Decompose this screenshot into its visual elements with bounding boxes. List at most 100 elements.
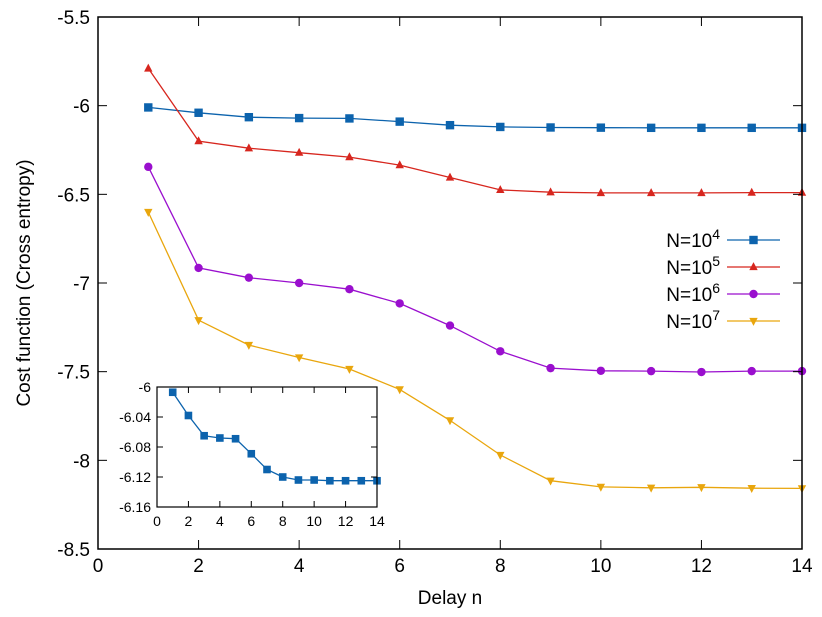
legend-label-2: N=105 — [666, 253, 720, 279]
inset-plot-series — [168, 388, 381, 485]
main-series-3-point — [697, 367, 706, 377]
main-series-4-point — [345, 365, 354, 374]
main-series-1-point — [697, 123, 706, 133]
main-y-tick-label: -8.5 — [57, 540, 90, 561]
main-series-1-point — [194, 108, 203, 117]
main-y-tick-label: -6 — [73, 97, 90, 118]
main-series-2-point — [646, 188, 656, 197]
main-series-3-point — [646, 366, 656, 376]
main-y-tick-label: -6.5 — [57, 185, 90, 206]
main-series-4-point — [546, 477, 555, 486]
main-series-4-line — [147, 211, 803, 490]
inset-series-1-point — [294, 476, 303, 484]
main-y-tick-label: -7 — [73, 274, 90, 295]
inset-y-tick-label: -6.08 — [119, 439, 151, 455]
inset-series-1-point — [184, 411, 193, 420]
legend-label-3: N=106 — [666, 280, 720, 306]
main-series-3-point — [395, 299, 404, 308]
main-x-tick-label: 2 — [193, 556, 204, 577]
main-series-2-point — [747, 187, 756, 196]
main-series-2-point — [496, 185, 505, 194]
main-series-1-point — [646, 123, 656, 133]
main-series-1-point — [144, 103, 153, 112]
main-series-4-point — [596, 483, 606, 492]
main-series-3-point — [194, 263, 203, 273]
main-series-3-line — [147, 166, 802, 373]
main-y-tick-label: -5.5 — [57, 8, 90, 29]
inset-y-tick-label: -6 — [139, 379, 152, 395]
main-series-1-line — [148, 106, 802, 129]
main-series-2-point — [697, 188, 706, 197]
main-series-2-point — [445, 172, 455, 181]
legend-marker-1 — [749, 235, 758, 245]
main-series-4-point — [496, 451, 505, 460]
main-series-2-point — [395, 160, 404, 169]
main-series-3-point — [747, 366, 756, 376]
main-x-tick-label: 12 — [691, 556, 712, 577]
inset-series-1-point — [216, 434, 224, 442]
main-axis-ticks: 0 2 4 6 8 10 12 14 -5.5 -6 -6.5 -7 -7.5 -8 -8.5 — [57, 8, 813, 577]
main-series-2-point — [294, 147, 304, 156]
main-series-4-point — [144, 208, 153, 217]
main-series-2-point — [244, 143, 254, 152]
main-series-3-point — [144, 162, 153, 172]
main-series-2-point — [546, 187, 555, 196]
main-series-3-point — [546, 363, 555, 373]
inset-series-1-point — [341, 476, 350, 485]
inset-series-1-point — [200, 431, 208, 440]
main-series-4-point — [445, 417, 455, 426]
main-y-tick-label: -7.5 — [57, 363, 90, 384]
main-series-4-point — [244, 341, 254, 350]
inset-series-1-point — [168, 388, 177, 397]
main-series-1-point — [496, 122, 505, 132]
main-x-tick-label: 8 — [495, 556, 506, 577]
inset-background — [147, 383, 377, 507]
inset-axis-ticks: 0 2 4 6 8 10 12 14 -6 -6.04 -6.08 -6.12 -6.16 — [119, 379, 385, 529]
main-x-tick-label: 6 — [394, 556, 405, 577]
main-series-3-point — [294, 278, 304, 288]
main-x-tick-label: 0 — [93, 556, 104, 577]
main-series-1-point — [747, 123, 756, 133]
main-series-3-point — [345, 285, 354, 294]
inset-x-tick-label: 12 — [338, 513, 354, 529]
main-series-3-point — [596, 366, 606, 375]
inset-y-tick-label: -6.04 — [119, 409, 151, 425]
inset-x-tick-label: 10 — [306, 513, 322, 529]
inset-series-1-point — [310, 476, 318, 484]
inset-y-tick-label: -6.16 — [119, 499, 151, 515]
main-series-1-point — [596, 123, 606, 132]
inset-x-tick-label: 0 — [153, 513, 161, 529]
main-series-3-point — [496, 347, 505, 356]
inset-x-tick-label: 14 — [369, 513, 385, 529]
main-series-3-point — [445, 321, 455, 330]
legend-marker-2 — [749, 262, 758, 271]
inset-x-tick-label: 6 — [247, 513, 255, 529]
main-x-tick-label: 4 — [294, 556, 305, 577]
main-series-4-point — [395, 386, 404, 395]
main-series-1-point — [294, 113, 304, 123]
main-series-1-point — [445, 120, 455, 130]
legend-label-1: N=104 — [666, 226, 720, 252]
main-series-2-line — [147, 68, 802, 194]
main-series-1-point — [546, 123, 555, 132]
main-y-tick-label: -8 — [73, 451, 90, 472]
main-series-4-point — [294, 354, 304, 363]
main-series-2-point — [345, 152, 354, 161]
main-series-4-point — [697, 484, 706, 493]
inset-series-1-point — [247, 449, 256, 458]
legend-label-4: N=107 — [666, 307, 720, 333]
inset-y-tick-label: -6.12 — [119, 469, 151, 485]
main-series-2-point — [144, 63, 153, 72]
main-series-1-point — [345, 114, 354, 123]
main-x-tick-label: 10 — [590, 556, 611, 577]
main-series-3-point — [244, 273, 254, 282]
main-series-4-point — [747, 485, 756, 494]
inset-x-tick-label: 2 — [185, 513, 193, 529]
legend-marker-3 — [749, 289, 758, 299]
inset-x-tick-label: 4 — [216, 513, 224, 529]
main-series-1-point — [244, 112, 254, 122]
legend-marker-4 — [749, 317, 758, 326]
x-axis-label: Delay n — [418, 588, 482, 609]
